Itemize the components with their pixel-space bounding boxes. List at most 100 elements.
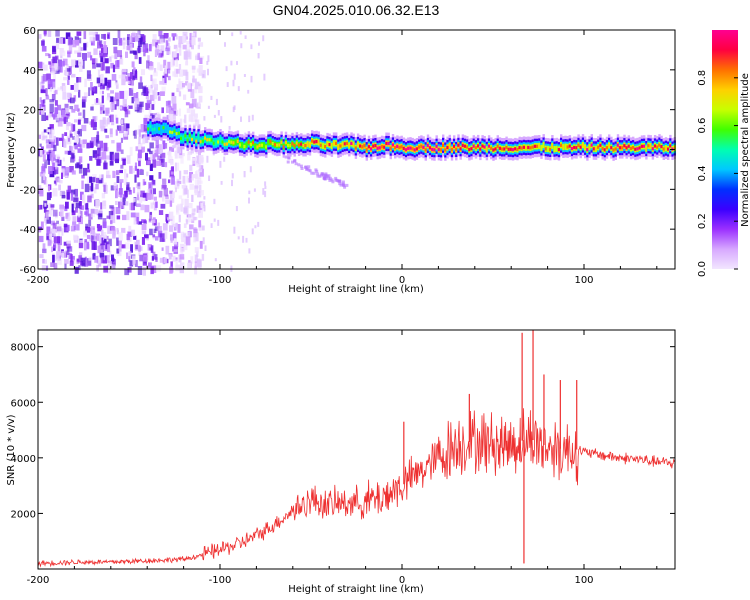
spectrogram-noise-cell [168, 107, 172, 117]
snr-ticks: -200 -100 0 100 2000 4000 6000 8000 [11, 330, 675, 586]
spectrogram-noise-cell [39, 171, 44, 177]
spectrogram-ridge-cell [444, 148, 447, 152]
spectrogram-noise-cell [158, 49, 163, 54]
spectrogram-noise-cell [42, 74, 47, 82]
spectrogram-noise-cell [199, 240, 203, 249]
spectrogram-noise-cell [118, 37, 123, 46]
spectrogram-ridge-cell [155, 126, 159, 130]
spectrogram-noise-cell [99, 145, 103, 151]
spectrogram-noise-cell [152, 113, 157, 120]
spectrogram-noise-cell [77, 52, 82, 58]
spectrogram-noise-cell [186, 189, 189, 199]
spectrogram-noise-cell [164, 37, 168, 44]
spectrogram-noise-cell [57, 229, 61, 239]
spectrogram-noise-cell [60, 208, 64, 218]
spectrogram-noise-cell [189, 183, 194, 190]
spectrogram-noise-cell [67, 150, 72, 155]
spectrogram-noise-cell [45, 218, 47, 226]
spectrogram-ridge-cell [217, 140, 220, 144]
spectrogram-noise-cell [169, 235, 173, 241]
spectrogram-ridge-cell [634, 147, 637, 151]
spectrogram-ridge-cell [287, 143, 290, 148]
spectrogram-noise-cell [176, 68, 180, 74]
spectrogram-ridge-cell [472, 144, 475, 148]
spectrogram-ridge-cell [485, 147, 489, 151]
spectrogram-noise-cell [157, 222, 160, 229]
spectrogram-noise-cell [342, 183, 346, 187]
spectrogram-noise-cell [175, 58, 178, 67]
spectrogram-noise-cell [247, 89, 250, 94]
spectrogram-noise-cell [243, 171, 246, 178]
spectrogram-noise-cell [111, 259, 116, 266]
spectrogram-noise-cell [52, 162, 55, 171]
spectrogram-noise-cell [245, 237, 248, 243]
spectrogram-noise-cell [174, 150, 177, 156]
spectrogram-noise-cell [108, 263, 113, 268]
spectrogram-noise-cell [48, 113, 52, 119]
spectrogram-noise-cell [148, 108, 152, 117]
spectrogram-noise-cell [135, 146, 139, 152]
spectrogram-ridge-cell [492, 148, 495, 152]
spectrogram-noise-cell [191, 43, 194, 50]
spectrogram-noise-cell [81, 174, 85, 179]
spectrogram-noise-cell [191, 33, 196, 37]
spectrogram-noise-cell [51, 149, 55, 158]
spectrogram-noise-cell [193, 232, 197, 238]
spectrogram-noise-cell [67, 92, 72, 98]
spectrogram-noise-cell [67, 137, 70, 142]
spectrogram-noise-cell [128, 255, 131, 262]
spectrogram-noise-cell [166, 104, 171, 113]
spectrogram-noise-cell [77, 215, 81, 222]
spectrogram-noise-cell [97, 69, 100, 78]
spectrogram-noise-cell [42, 258, 45, 264]
spectrogram-noise-cell [138, 136, 141, 145]
spectrogram-noise-cell [71, 146, 74, 152]
spectrogram-noise-cell [175, 162, 180, 171]
spectrogram-ridge-cell [453, 144, 456, 148]
spectrogram-noise-cell [39, 204, 43, 210]
spectrogram-noise-cell [178, 42, 182, 48]
spectrogram-noise-cell [52, 254, 55, 263]
spectrogram-noise-cell [88, 219, 92, 227]
spectrogram-noise-cell [103, 162, 108, 170]
spectrogram-noise-cell [46, 216, 51, 224]
spectrogram-noise-cell [158, 52, 163, 58]
spectrogram-noise-cell [66, 112, 71, 117]
y-tick-label: 40 [23, 66, 36, 77]
spectrogram-ridge-cell [557, 148, 561, 152]
spectrogram-noise-cell [145, 93, 150, 100]
spectrogram-noise-cell [99, 90, 103, 95]
spectrogram-ridge-cell [164, 126, 168, 130]
spectrogram-ridge-cell [610, 146, 613, 150]
spectrogram-noise-cell [171, 175, 175, 185]
spectrogram-ridge-cell [658, 143, 661, 147]
spectrogram-noise-cell [78, 117, 83, 122]
spectrogram-noise-cell [139, 76, 143, 83]
spectrogram-noise-cell [114, 114, 118, 120]
colorbar-ticks: 0.0 0.2 0.4 0.6 0.8 [697, 70, 738, 277]
spectrogram-noise-cell [101, 192, 106, 199]
spectrogram-noise-cell [116, 237, 119, 246]
spectrogram-noise-cell [124, 104, 127, 112]
spectrogram-ylabel: Frequency (Hz) [6, 112, 17, 188]
spectrogram-noise-cell [121, 227, 126, 233]
spectrogram-noise-cell [236, 61, 238, 65]
spectrogram-noise-cell [207, 68, 209, 76]
spectrogram-noise-cell [152, 154, 156, 160]
spectrogram-noise-cell [93, 232, 96, 242]
spectrogram-noise-cell [46, 265, 49, 271]
spectrogram-noise-cell [248, 190, 251, 195]
spectrogram-noise-cell [121, 244, 126, 249]
spectrogram-noise-cell [293, 159, 297, 163]
spectrogram-ridge-cell [487, 144, 491, 148]
spectrogram-ridge-cell [551, 144, 554, 148]
spectrogram-noise-cell [58, 184, 61, 191]
spectrogram-ridge-cell [468, 148, 471, 152]
spectrogram-noise-cell [48, 149, 52, 153]
spectrogram-noise-cell [110, 220, 113, 225]
spectrogram-noise-cell [41, 112, 46, 121]
spectrogram-ridge-cell [225, 142, 229, 146]
spectrogram-noise-cell [191, 65, 196, 70]
spectrogram-ridge-cell [575, 146, 578, 150]
spectrogram-noise-cell [113, 186, 117, 190]
